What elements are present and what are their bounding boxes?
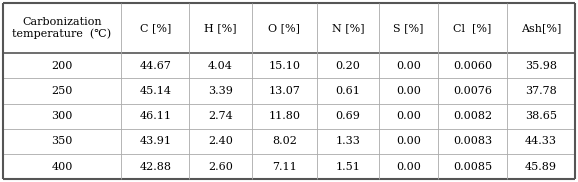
Text: 3.39: 3.39 (208, 86, 233, 96)
Text: 0.61: 0.61 (336, 86, 361, 96)
Text: 200: 200 (51, 61, 73, 71)
Text: S [%]: S [%] (394, 23, 424, 33)
Text: C [%]: C [%] (140, 23, 171, 33)
Text: 0.0060: 0.0060 (453, 61, 492, 71)
Text: 0.00: 0.00 (397, 86, 421, 96)
Text: 0.00: 0.00 (397, 111, 421, 121)
Text: 43.91: 43.91 (139, 136, 171, 146)
Text: 1.51: 1.51 (336, 162, 361, 172)
Text: 2.74: 2.74 (208, 111, 233, 121)
Text: 0.00: 0.00 (397, 61, 421, 71)
Text: 45.89: 45.89 (525, 162, 557, 172)
Text: Cl  [%]: Cl [%] (453, 23, 492, 33)
Text: 250: 250 (51, 86, 73, 96)
Text: Carbonization
temperature  (℃): Carbonization temperature (℃) (12, 17, 112, 39)
Text: 8.02: 8.02 (272, 136, 297, 146)
Text: 46.11: 46.11 (139, 111, 171, 121)
Text: 0.0083: 0.0083 (453, 136, 492, 146)
Text: N [%]: N [%] (332, 23, 364, 33)
Text: 1.33: 1.33 (336, 136, 361, 146)
Text: 0.00: 0.00 (397, 162, 421, 172)
Text: 45.14: 45.14 (139, 86, 171, 96)
Text: 350: 350 (51, 136, 73, 146)
Text: 11.80: 11.80 (268, 111, 301, 121)
Text: 2.40: 2.40 (208, 136, 233, 146)
Text: 0.0085: 0.0085 (453, 162, 492, 172)
Text: 0.0082: 0.0082 (453, 111, 492, 121)
Text: 44.67: 44.67 (139, 61, 171, 71)
Text: 0.69: 0.69 (336, 111, 361, 121)
Text: 4.04: 4.04 (208, 61, 233, 71)
Text: H [%]: H [%] (204, 23, 237, 33)
Text: 13.07: 13.07 (268, 86, 301, 96)
Text: 300: 300 (51, 111, 73, 121)
Text: 35.98: 35.98 (525, 61, 557, 71)
Text: 15.10: 15.10 (268, 61, 301, 71)
Text: 0.20: 0.20 (336, 61, 361, 71)
Text: 2.60: 2.60 (208, 162, 233, 172)
Text: 0.0076: 0.0076 (453, 86, 492, 96)
Text: 7.11: 7.11 (272, 162, 297, 172)
Text: 37.78: 37.78 (525, 86, 557, 96)
Text: O [%]: O [%] (268, 23, 301, 33)
Text: 42.88: 42.88 (139, 162, 171, 172)
Text: 0.00: 0.00 (397, 136, 421, 146)
Text: 38.65: 38.65 (525, 111, 557, 121)
Text: 44.33: 44.33 (525, 136, 557, 146)
Text: 400: 400 (51, 162, 73, 172)
Text: Ash[%]: Ash[%] (521, 23, 561, 33)
